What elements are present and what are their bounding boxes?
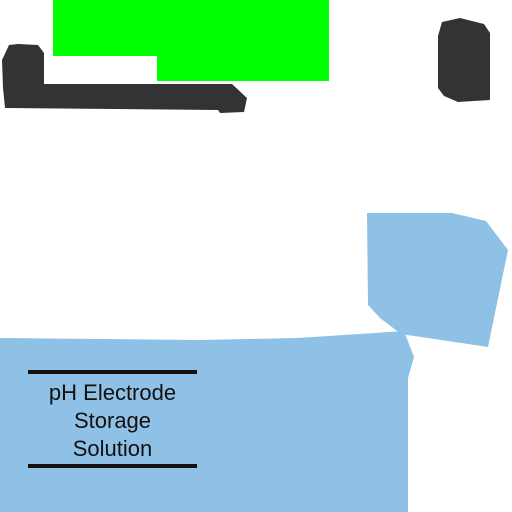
- label-line-3: Solution: [72, 436, 153, 461]
- green-tab: [53, 0, 329, 56]
- product-label: pH Electrode Storage Solution: [28, 370, 197, 468]
- label-line-2: Storage: [73, 408, 152, 433]
- blue-liquid-shape-upper: [367, 213, 508, 347]
- label-line-1: pH Electrode: [48, 380, 177, 405]
- label-top-rule: [28, 370, 197, 374]
- dark-bar-left: [2, 44, 247, 113]
- dark-block-right: [438, 18, 490, 102]
- label-bottom-rule: [28, 464, 197, 468]
- label-text: pH Electrode Storage Solution: [28, 379, 197, 461]
- green-tab-lower: [157, 54, 329, 81]
